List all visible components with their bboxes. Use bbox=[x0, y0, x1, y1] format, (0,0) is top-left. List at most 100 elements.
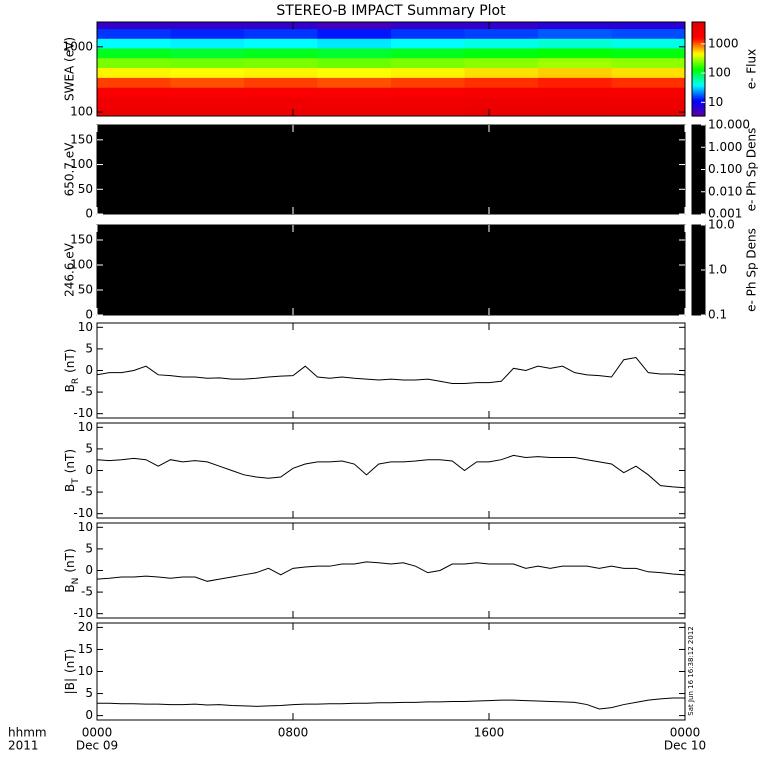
y-label-sub: N bbox=[71, 578, 81, 585]
colorbar-segment bbox=[692, 43, 705, 47]
colorbar-segment bbox=[692, 45, 705, 48]
heatmap-cell bbox=[97, 87, 171, 98]
heatmap-cell bbox=[464, 87, 539, 98]
heatmap-cell bbox=[170, 47, 245, 59]
heatmap-cell bbox=[317, 38, 392, 49]
colorbar-segment bbox=[692, 84, 705, 87]
heatmap-cell bbox=[464, 22, 539, 30]
y-tick-label: 10 bbox=[78, 420, 93, 434]
colorbar-segment bbox=[692, 101, 705, 105]
colorbar-segment bbox=[692, 78, 705, 81]
y-axis-label: 246.6 eV bbox=[63, 242, 77, 297]
y-tick-label: -10 bbox=[73, 606, 93, 620]
chart-title: STEREO-B IMPACT Summary Plot bbox=[276, 3, 506, 19]
heatmap-cell bbox=[538, 28, 612, 39]
heatmap-cell bbox=[97, 47, 171, 59]
colorbar-segment bbox=[692, 97, 705, 100]
colorbar-segment bbox=[692, 31, 705, 34]
colorbar-segment bbox=[692, 72, 705, 75]
colorbar-segment bbox=[692, 105, 705, 108]
x-format-label: hhmm bbox=[8, 726, 47, 740]
colorbar-segment bbox=[692, 86, 705, 89]
heatmap-cell bbox=[317, 106, 392, 116]
colorbar-segment bbox=[692, 111, 705, 114]
colorbar-tick-label: 10 bbox=[708, 95, 723, 109]
heatmap-cell bbox=[170, 77, 245, 88]
y-tick-label: -5 bbox=[81, 385, 93, 399]
heatmap-cell bbox=[317, 57, 392, 69]
y-label-sub: R bbox=[71, 378, 81, 384]
heatmap-cell bbox=[391, 28, 465, 39]
colorbar-segment bbox=[692, 22, 705, 25]
colorbar-tick-label: 1.0 bbox=[708, 263, 727, 277]
colorbar-tick-label: 0.010 bbox=[708, 184, 742, 198]
colorbar-segment bbox=[692, 53, 705, 56]
panel: 0 5 10 15 20 |B| (nT) bbox=[63, 620, 686, 722]
colorbar-segment bbox=[692, 81, 705, 84]
y-tick-label: 15 bbox=[78, 642, 93, 656]
heatmap-cell bbox=[170, 57, 245, 69]
heatmap-cell bbox=[538, 106, 612, 116]
colorbar-segment bbox=[692, 37, 705, 40]
y-tick-label: 100 bbox=[70, 258, 93, 272]
y-tick-label: 10 bbox=[78, 664, 93, 678]
heatmap-cell bbox=[317, 47, 392, 59]
colorbar-segment bbox=[692, 29, 705, 32]
heatmap-cell bbox=[244, 106, 318, 116]
colorbar-segment bbox=[692, 25, 705, 28]
heatmap-cell bbox=[611, 77, 685, 88]
panel-frame bbox=[96, 224, 686, 316]
data-line bbox=[97, 454, 685, 489]
colorbar-tick-label: 100 bbox=[708, 66, 731, 80]
y-axis-label: BN (nT) bbox=[63, 548, 81, 592]
y-tick-label: -10 bbox=[73, 406, 93, 420]
heatmap-cell bbox=[244, 38, 318, 49]
heatmap-cell bbox=[611, 38, 685, 49]
heatmap-cell bbox=[97, 22, 171, 30]
heatmap-cell bbox=[244, 22, 318, 30]
heatmap-cell bbox=[97, 57, 171, 69]
y-tick-label: 50 bbox=[78, 283, 93, 297]
colorbar-tick-label: 10.0 bbox=[708, 218, 735, 232]
spectrogram-fill bbox=[97, 225, 685, 315]
colorbar-segment bbox=[692, 87, 705, 90]
heatmap-cell bbox=[611, 47, 685, 59]
heatmap-cell bbox=[244, 28, 318, 39]
heatmap-cell bbox=[317, 28, 392, 39]
heatmap-cell bbox=[97, 97, 171, 108]
heatmap-cell bbox=[464, 28, 539, 39]
heatmap-cell bbox=[97, 77, 171, 88]
heatmap-cell bbox=[464, 97, 539, 108]
colorbar-segment bbox=[692, 48, 705, 51]
heatmap-cell bbox=[611, 28, 685, 39]
colorbar-segment bbox=[692, 100, 705, 103]
heatmap-cell bbox=[611, 87, 685, 98]
y-label-sub: T bbox=[71, 478, 81, 485]
y-tick-label: 50 bbox=[78, 182, 93, 196]
x-tick-label: 0000 bbox=[670, 726, 701, 740]
y-label-unit: (nT) bbox=[63, 548, 77, 572]
y-tick-label: -5 bbox=[81, 585, 93, 599]
colorbar-tick-label: 1.000 bbox=[708, 140, 742, 154]
y-tick-label: 5 bbox=[85, 541, 93, 555]
heatmap-cell bbox=[391, 77, 465, 88]
colorbar-segment bbox=[692, 95, 705, 98]
y-tick-label: 5 bbox=[85, 686, 93, 700]
colorbar-segment bbox=[692, 64, 705, 67]
heatmap-cell bbox=[391, 67, 465, 78]
colorbar-segment bbox=[692, 73, 705, 76]
heatmap-cell bbox=[170, 87, 245, 98]
spectrogram-fill bbox=[97, 125, 685, 214]
x-tick-label: 0800 bbox=[278, 726, 309, 740]
heatmap-cell bbox=[170, 28, 245, 39]
heatmap-cell bbox=[244, 87, 318, 98]
colorbar-label: e- Ph Sp Dens bbox=[745, 228, 759, 312]
colorbar-segment bbox=[692, 90, 705, 94]
colorbar-segment bbox=[692, 34, 705, 37]
colorbar-segment bbox=[692, 61, 705, 64]
y-tick-label: 10 bbox=[78, 520, 93, 534]
colorbar-label: e- Ph Sp Dens bbox=[745, 128, 759, 212]
heatmap-cell bbox=[391, 57, 465, 69]
panel: -10 -5 0 5 10 BR (nT) bbox=[63, 320, 686, 420]
